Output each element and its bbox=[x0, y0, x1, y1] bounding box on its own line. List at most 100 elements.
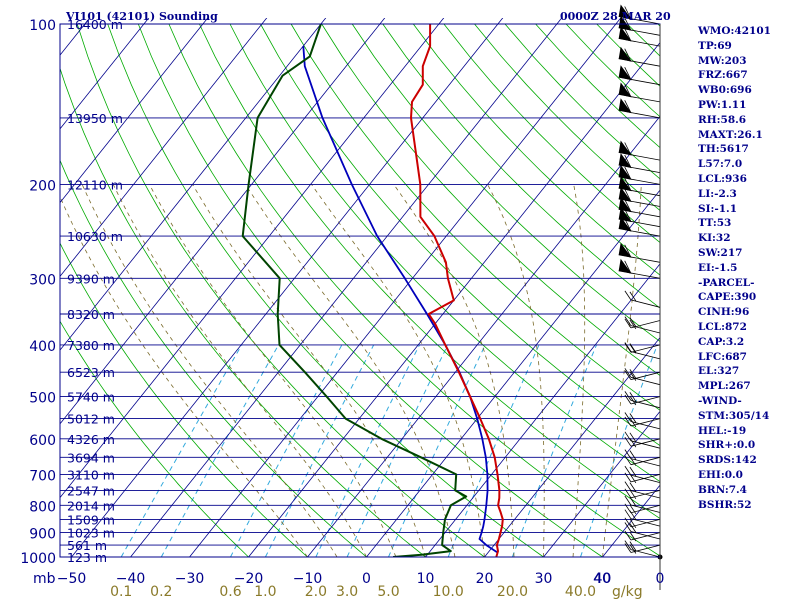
pressure-label: 900 bbox=[29, 527, 56, 543]
mixing-ratio-line bbox=[346, 344, 449, 557]
pressure-label: 200 bbox=[29, 178, 56, 194]
index-item: EHI:0.0 bbox=[698, 468, 743, 481]
index-item: MW:203 bbox=[698, 54, 747, 67]
mixing-ratio-label: 3.0 bbox=[336, 584, 358, 600]
isotherm bbox=[248, 41, 660, 557]
mixing-ratio-unit: g/kg bbox=[612, 584, 643, 600]
index-item: STM:305/14 bbox=[698, 409, 770, 422]
moist-adiabat bbox=[245, 184, 456, 557]
wind-scale-label: 0 bbox=[656, 571, 665, 587]
dewpoint-trace bbox=[241, 23, 468, 557]
isotherm bbox=[71, 18, 504, 557]
moist-adiabat bbox=[112, 184, 367, 557]
pressure-label: 100 bbox=[29, 18, 56, 34]
isotherm bbox=[130, 18, 563, 557]
wind-barbs bbox=[618, 4, 663, 560]
wind-barb bbox=[618, 187, 661, 207]
dry-adiabat bbox=[76, 23, 485, 557]
index-item: WMO:42101 bbox=[698, 25, 771, 37]
height-label: 2014 m bbox=[67, 498, 115, 513]
wind-barb bbox=[618, 197, 661, 218]
dry-adiabat bbox=[168, 23, 660, 557]
index-item: -WIND- bbox=[698, 394, 742, 407]
sounding-time: 0000Z 28 MAR 20 bbox=[560, 10, 671, 23]
wind-barb bbox=[624, 394, 661, 406]
index-item: SRDS:142 bbox=[698, 454, 757, 467]
mixing-ratio-label: 40.0 bbox=[565, 584, 596, 600]
wind-scale-label: 40 bbox=[593, 571, 611, 587]
index-item: CAPE:390 bbox=[698, 291, 757, 304]
temperature-label: −40 bbox=[116, 571, 146, 587]
wind-barb bbox=[624, 503, 661, 515]
pressure-label: 500 bbox=[29, 391, 56, 407]
wind-barb bbox=[624, 455, 661, 466]
wind-barb bbox=[624, 530, 661, 542]
index-item: -PARCEL- bbox=[698, 276, 755, 289]
index-item: SW:217 bbox=[698, 246, 743, 259]
height-label: 5012 m bbox=[67, 412, 115, 427]
index-item: L57:7.0 bbox=[698, 158, 743, 171]
pressure-label: 1000 bbox=[20, 551, 56, 567]
mixing-ratio-label: 0.2 bbox=[150, 584, 172, 600]
wind-barb bbox=[618, 15, 661, 36]
chart-grid bbox=[60, 18, 660, 557]
height-label: 5740 m bbox=[67, 390, 115, 405]
index-item: KI:32 bbox=[698, 232, 731, 245]
wind-barb bbox=[618, 258, 661, 279]
pressure-label: 600 bbox=[29, 433, 56, 449]
index-item: RH:58.6 bbox=[698, 113, 747, 126]
height-label: 9390 m bbox=[67, 271, 115, 286]
index-item: CAP:3.2 bbox=[698, 335, 745, 348]
height-label: 1509 m bbox=[67, 512, 115, 527]
pressure-label: 700 bbox=[29, 468, 56, 484]
mixing-ratio-label: 0.6 bbox=[219, 584, 241, 600]
index-item: TP:69 bbox=[698, 39, 732, 52]
wind-barb bbox=[624, 343, 661, 354]
wind-barb bbox=[624, 370, 661, 381]
pressure-label: 400 bbox=[29, 339, 56, 355]
index-item: PW:1.11 bbox=[698, 98, 747, 111]
mixing-ratio-label: 10.0 bbox=[433, 584, 464, 600]
wind-barb bbox=[618, 153, 661, 173]
wind-barb bbox=[624, 517, 661, 529]
isotherm bbox=[60, 18, 386, 425]
wind-barb bbox=[618, 46, 661, 67]
isotherm bbox=[189, 18, 622, 557]
temperature-label: −50 bbox=[57, 571, 87, 587]
moist-adiabat bbox=[192, 184, 426, 557]
mixing-ratio-line bbox=[120, 344, 243, 557]
index-item: LCL:936 bbox=[698, 172, 747, 185]
isotherm bbox=[60, 18, 268, 278]
index-item: FRZ:667 bbox=[698, 69, 748, 82]
height-label: 561 m bbox=[67, 538, 107, 553]
height-label: 2547 m bbox=[67, 483, 115, 498]
sounding-lines bbox=[241, 23, 504, 557]
wind-barb bbox=[618, 242, 661, 263]
moist-adiabat bbox=[393, 184, 515, 557]
height-label: 7380 m bbox=[67, 338, 115, 353]
index-item: LCL:872 bbox=[698, 320, 747, 333]
moist-adiabat bbox=[572, 184, 586, 557]
indices-panel: WMO:42101 TP:69 MW:203 FRZ:667 WB0:696 PW:1.1… bbox=[698, 24, 800, 512]
wind-barb bbox=[618, 140, 661, 161]
wind-barb bbox=[624, 318, 661, 330]
wind-barb bbox=[618, 26, 661, 47]
index-item: BSHR:52 bbox=[698, 498, 752, 511]
moist-adiabat bbox=[602, 184, 642, 557]
height-label: 8320 m bbox=[67, 307, 115, 322]
wind-barb bbox=[624, 522, 661, 540]
temperature-label: 10 bbox=[417, 571, 435, 587]
dry-adiabat bbox=[137, 23, 603, 557]
wind-barb bbox=[624, 472, 661, 484]
isotherm bbox=[307, 115, 660, 557]
index-item: SHR+:0.0 bbox=[698, 439, 756, 452]
mixing-ratio-label: 20.0 bbox=[497, 584, 528, 600]
wind-barb bbox=[624, 431, 661, 449]
index-item: BRN:7.4 bbox=[698, 483, 747, 496]
wind-barb bbox=[618, 98, 661, 119]
wind-barb bbox=[624, 465, 661, 483]
index-item: HEL:-19 bbox=[698, 424, 747, 437]
moist-adiabat bbox=[60, 195, 308, 557]
